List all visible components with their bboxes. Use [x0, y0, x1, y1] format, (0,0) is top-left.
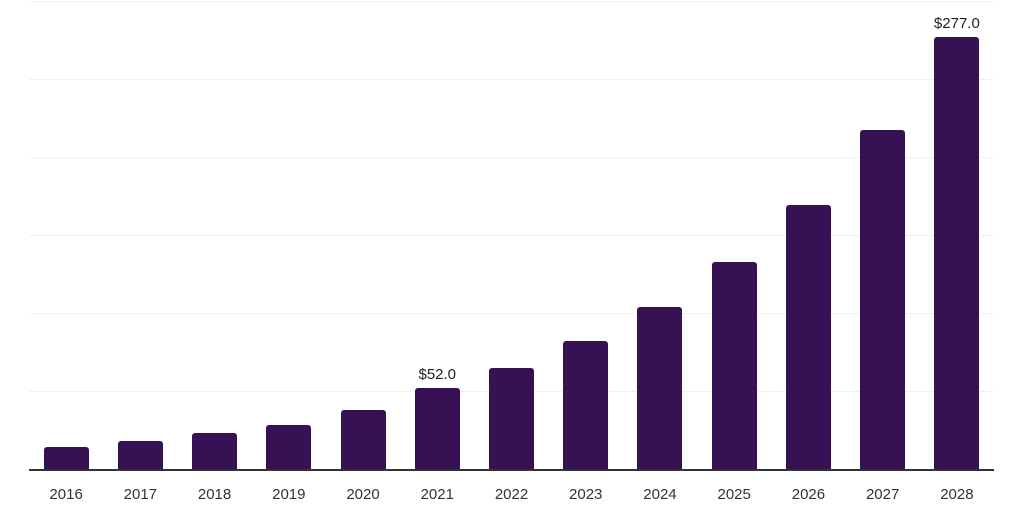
bar-2024 — [637, 306, 683, 469]
gridline — [29, 313, 994, 314]
bar-2022 — [489, 367, 534, 469]
value-label: $52.0 — [418, 365, 457, 383]
x-axis-label: 2019 — [272, 486, 306, 503]
bar-2016 — [43, 447, 89, 469]
bar-2018 — [192, 433, 238, 469]
x-axis-label: 2023 — [569, 486, 603, 503]
x-axis-label: 2018 — [197, 486, 232, 503]
x-axis-label: 2021 — [420, 486, 454, 503]
gridline — [29, 235, 994, 236]
bar-2019 — [266, 425, 312, 469]
gridline — [29, 79, 994, 80]
x-axis-label: 2017 — [123, 486, 158, 503]
x-axis-label: 2025 — [717, 486, 751, 503]
x-axis-label: 2016 — [49, 486, 83, 503]
x-axis-label: 2028 — [940, 486, 974, 503]
bar-2021 — [414, 387, 460, 469]
x-axis-label: 2022 — [494, 486, 529, 503]
bar-2023 — [563, 341, 609, 469]
gridline — [29, 157, 994, 158]
value-label: $277.0 — [933, 14, 980, 32]
bar-2025 — [711, 261, 757, 469]
x-axis-label: 2026 — [791, 486, 826, 503]
gridline — [29, 1, 994, 2]
x-axis-label: 2027 — [865, 486, 900, 503]
bar-2027 — [860, 130, 906, 469]
bar-2026 — [785, 205, 831, 469]
bar-2020 — [340, 409, 386, 469]
x-axis-label: 2024 — [643, 486, 677, 503]
bar-2017 — [117, 440, 163, 469]
x-axis-line — [29, 469, 994, 471]
bar-2028 — [934, 36, 980, 469]
x-axis-label: 2020 — [346, 486, 380, 503]
